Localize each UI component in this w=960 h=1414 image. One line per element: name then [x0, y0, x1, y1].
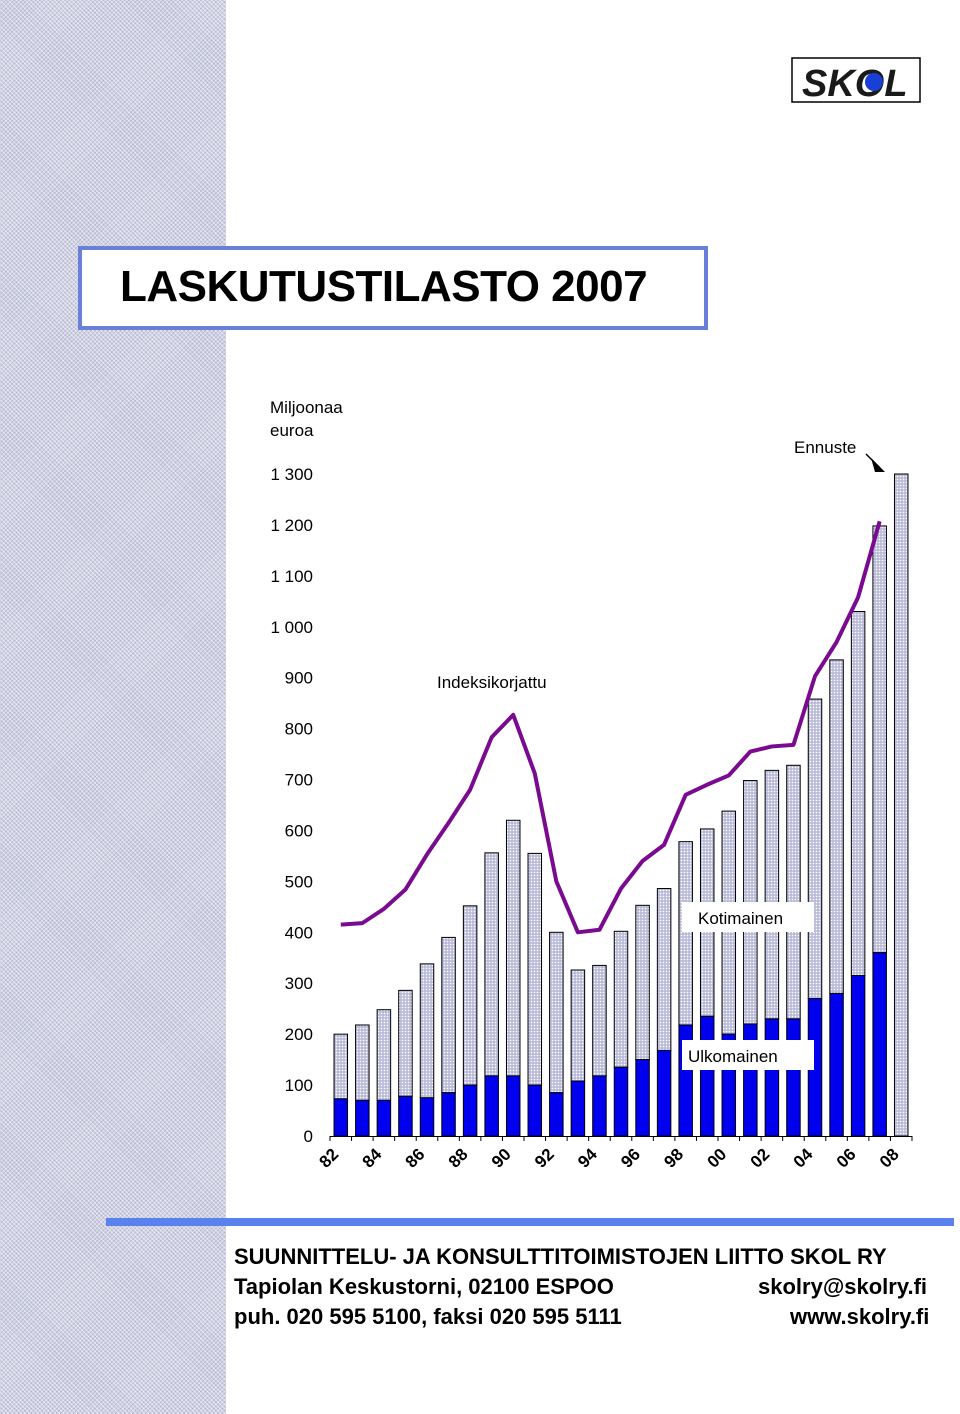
bar-kotimainen: [333, 1033, 349, 1100]
x-tick-label: 92: [531, 1145, 558, 1172]
bar-ulkomainen: [376, 1099, 392, 1137]
bar-kotimainen: [462, 905, 478, 1086]
x-tick-label: 08: [876, 1145, 903, 1172]
bar-kotimainen: [678, 841, 693, 1026]
bar-ulkomainen: [462, 1084, 478, 1137]
bar-kotimainen: [613, 930, 629, 1068]
bar-kotimainen: [355, 1024, 370, 1101]
y-tick-label: 1 000: [270, 618, 313, 637]
annotation-ennuste: Ennuste: [794, 438, 856, 457]
title-box: LASKUTUSTILASTO 2007: [78, 246, 708, 330]
bar-ulkomainen: [549, 1092, 564, 1137]
bar-kotimainen: [527, 852, 543, 1086]
bar-kotimainen: [829, 659, 844, 994]
bar-ulkomainen: [419, 1097, 435, 1137]
y-tick-label: 600: [285, 821, 313, 840]
label-bg: [682, 902, 814, 932]
footer-web[interactable]: www.skolry.fi: [790, 1304, 930, 1329]
bar-kotimainen: [419, 963, 435, 1099]
bar-kotimainen: [505, 819, 521, 1077]
y-tick-label: 200: [285, 1025, 313, 1044]
bar-ulkomainen: [484, 1075, 499, 1137]
bar-ulkomainen: [592, 1075, 607, 1137]
x-tick-label: 84: [359, 1144, 386, 1171]
bar-ulkomainen: [355, 1099, 370, 1137]
y-tick-label: 1 200: [270, 516, 313, 535]
x-tick-label: 90: [488, 1145, 515, 1172]
page-title: LASKUTUSTILASTO 2007: [120, 262, 648, 311]
footer-org-name: SUUNNITTELU- JA KONSULTTITOIMISTOJEN LII…: [234, 1244, 887, 1269]
y-tick-label: 900: [285, 669, 313, 688]
footer-phone: puh. 020 595 5100, faksi 020 595 5111: [234, 1304, 622, 1329]
x-tick-label: 94: [574, 1144, 601, 1171]
bar-kotimainen: [376, 1009, 392, 1101]
bar-ulkomainen: [699, 1015, 715, 1137]
bar-ulkomainen: [333, 1098, 349, 1137]
bar-kotimainen: [570, 969, 586, 1082]
bar-ulkomainen: [527, 1084, 543, 1137]
y-tick-label: 300: [285, 974, 313, 993]
bar-kotimainen: [807, 698, 823, 1000]
bar-kotimainen: [441, 936, 456, 1094]
bar-ulkomainen: [786, 1018, 801, 1137]
bar-ulkomainen: [441, 1092, 456, 1137]
x-tick-label: 00: [703, 1145, 730, 1172]
x-tick-label: 82: [315, 1145, 342, 1172]
bar-kotimainen: [484, 852, 499, 1077]
bar-ulkomainen: [635, 1059, 650, 1137]
y-axis-label: Miljoonaa: [270, 398, 343, 417]
line-indeksikorjattu: [340, 520, 882, 935]
bar-ulkomainen: [656, 1049, 672, 1137]
bar-ulkomainen: [505, 1075, 521, 1137]
bar-kotimainen: [549, 931, 564, 1094]
annotation-indeksikorjattu: Indeksikorjattu: [437, 673, 547, 692]
bar-ulkomainen: [570, 1080, 586, 1137]
bar-ulkomainen: [613, 1066, 629, 1137]
sidebar-pattern: [0, 0, 226, 1414]
label-bg: [682, 1040, 814, 1070]
x-tick-label: 86: [402, 1145, 429, 1172]
bar-kotimainen: [656, 888, 672, 1051]
bar-kotimainen: [893, 473, 909, 1137]
bar-kotimainen: [764, 769, 780, 1020]
forecast-arrow-line: [865, 453, 881, 469]
bar-ulkomainen: [764, 1018, 780, 1137]
x-tick-label: 02: [747, 1145, 774, 1172]
bar-kotimainen: [635, 904, 650, 1061]
y-tick-label: 400: [285, 923, 313, 942]
footer-bar: [106, 1218, 954, 1226]
footer-address: Tapiolan Keskustorni, 02100 ESPOO: [234, 1274, 614, 1299]
y-tick-label: 100: [285, 1076, 313, 1095]
skol-logo: SKOL: [791, 57, 921, 105]
x-tick-label: 04: [790, 1144, 817, 1171]
bar-ulkomainen: [829, 992, 844, 1137]
y-tick-label: 1 300: [270, 465, 313, 484]
y-tick-label: 700: [285, 771, 313, 790]
bar-kotimainen: [872, 525, 887, 954]
bar-ulkomainen: [398, 1095, 413, 1137]
footer-email[interactable]: skolry@skolry.fi: [758, 1274, 928, 1299]
legend-kotimainen: Kotimainen: [698, 909, 783, 928]
x-tick-label: 98: [660, 1145, 687, 1172]
y-axis-label: euroa: [270, 421, 314, 440]
x-tick-label: 96: [617, 1145, 644, 1172]
y-tick-label: 0: [304, 1127, 313, 1146]
bar-ulkomainen: [850, 975, 866, 1137]
bar-kotimainen: [786, 764, 801, 1020]
y-tick-label: 800: [285, 720, 313, 739]
y-tick-label: 500: [285, 872, 313, 891]
bar-kotimainen: [850, 610, 866, 977]
logo-text: SKOL: [802, 63, 908, 105]
x-tick-label: 06: [833, 1145, 860, 1172]
bar-kotimainen: [592, 964, 607, 1077]
y-tick-label: 1 100: [270, 567, 313, 586]
bar-kotimainen: [398, 989, 413, 1097]
legend-ulkomainen: Ulkomainen: [688, 1047, 778, 1066]
x-tick-label: 88: [445, 1145, 472, 1172]
bar-ulkomainen: [872, 952, 887, 1137]
billing-chart: Miljoonaa euroa 0 100 200 300 400 500 600 700 800 9…: [270, 398, 913, 1172]
